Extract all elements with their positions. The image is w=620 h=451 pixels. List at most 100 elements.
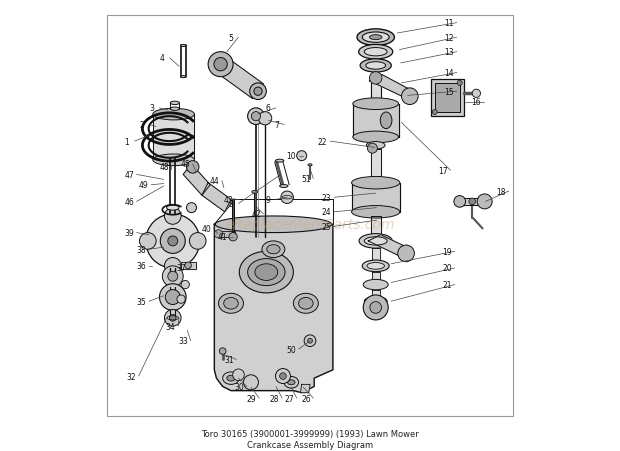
Text: 5: 5 <box>229 33 233 42</box>
Text: 9: 9 <box>266 195 271 204</box>
Ellipse shape <box>367 263 384 270</box>
Ellipse shape <box>252 191 257 194</box>
Ellipse shape <box>255 264 278 281</box>
Text: 18: 18 <box>497 187 506 196</box>
Circle shape <box>398 245 414 262</box>
Ellipse shape <box>267 245 280 254</box>
Ellipse shape <box>352 206 400 219</box>
Circle shape <box>232 369 244 381</box>
Text: 21: 21 <box>443 281 452 290</box>
Circle shape <box>251 112 260 121</box>
Polygon shape <box>153 115 195 161</box>
Circle shape <box>368 144 378 154</box>
Circle shape <box>166 290 180 305</box>
Ellipse shape <box>215 216 332 233</box>
Polygon shape <box>215 225 333 393</box>
Ellipse shape <box>366 63 386 70</box>
Ellipse shape <box>353 132 399 143</box>
Ellipse shape <box>227 375 235 381</box>
Circle shape <box>297 152 307 161</box>
Circle shape <box>472 90 480 98</box>
Circle shape <box>469 198 476 205</box>
Circle shape <box>215 230 223 239</box>
Ellipse shape <box>170 102 179 105</box>
Circle shape <box>363 295 388 320</box>
Text: 26: 26 <box>301 394 311 403</box>
Text: 25: 25 <box>322 222 332 231</box>
Circle shape <box>189 233 206 250</box>
Ellipse shape <box>365 237 387 245</box>
Circle shape <box>140 233 156 250</box>
Text: 33: 33 <box>179 336 188 345</box>
Circle shape <box>254 88 262 96</box>
Ellipse shape <box>223 372 239 385</box>
Circle shape <box>402 89 418 105</box>
Text: 30: 30 <box>234 382 244 391</box>
Ellipse shape <box>365 48 387 57</box>
Ellipse shape <box>293 294 318 313</box>
Ellipse shape <box>380 113 392 129</box>
Text: 19: 19 <box>443 247 452 256</box>
Ellipse shape <box>370 36 382 41</box>
Polygon shape <box>181 262 196 270</box>
Text: 17: 17 <box>438 166 448 175</box>
Polygon shape <box>371 249 380 266</box>
Circle shape <box>187 203 197 213</box>
Text: 10: 10 <box>286 152 296 161</box>
Circle shape <box>275 369 290 384</box>
Ellipse shape <box>224 298 238 309</box>
Polygon shape <box>371 272 380 285</box>
Circle shape <box>164 258 181 275</box>
Text: 34: 34 <box>166 322 175 331</box>
Text: 29: 29 <box>247 394 257 403</box>
Ellipse shape <box>180 46 185 47</box>
Circle shape <box>370 73 382 85</box>
Text: 8: 8 <box>229 199 233 208</box>
Text: 41: 41 <box>218 233 228 242</box>
Circle shape <box>208 53 233 78</box>
Ellipse shape <box>365 297 387 306</box>
Text: 2: 2 <box>140 121 144 130</box>
Ellipse shape <box>357 30 394 46</box>
Ellipse shape <box>366 142 385 150</box>
Text: 35: 35 <box>136 297 146 306</box>
Polygon shape <box>202 183 231 212</box>
Circle shape <box>168 272 178 281</box>
Circle shape <box>432 110 437 115</box>
Polygon shape <box>370 75 413 100</box>
Circle shape <box>280 373 286 380</box>
Text: 27: 27 <box>285 394 294 403</box>
Ellipse shape <box>299 298 313 309</box>
Text: Toro 30165 (3900001-3999999) (1993) Lawn Mower
Crankcase Assembly Diagram: Toro 30165 (3900001-3999999) (1993) Lawn… <box>201 429 419 449</box>
Ellipse shape <box>353 99 399 110</box>
Circle shape <box>146 214 200 268</box>
Text: 38: 38 <box>137 245 146 254</box>
Ellipse shape <box>284 377 299 388</box>
Circle shape <box>259 112 272 126</box>
Ellipse shape <box>180 77 185 78</box>
Text: 40: 40 <box>201 225 211 234</box>
Ellipse shape <box>352 177 400 189</box>
Circle shape <box>214 58 228 72</box>
Circle shape <box>229 233 237 241</box>
Ellipse shape <box>288 380 295 385</box>
Ellipse shape <box>275 160 284 163</box>
Text: 46: 46 <box>124 198 134 207</box>
Ellipse shape <box>153 155 195 166</box>
Text: 50: 50 <box>286 345 296 354</box>
Circle shape <box>164 310 181 327</box>
Circle shape <box>281 192 293 204</box>
Circle shape <box>164 208 181 225</box>
Circle shape <box>187 161 199 174</box>
Ellipse shape <box>358 45 392 60</box>
Polygon shape <box>371 75 381 102</box>
Circle shape <box>219 348 226 354</box>
Text: 51: 51 <box>301 175 311 184</box>
Text: 28: 28 <box>270 394 280 403</box>
Text: 36: 36 <box>136 262 146 271</box>
Circle shape <box>169 315 176 322</box>
Ellipse shape <box>280 185 288 188</box>
Ellipse shape <box>153 109 195 120</box>
Polygon shape <box>371 216 381 241</box>
Text: 20: 20 <box>443 264 452 273</box>
